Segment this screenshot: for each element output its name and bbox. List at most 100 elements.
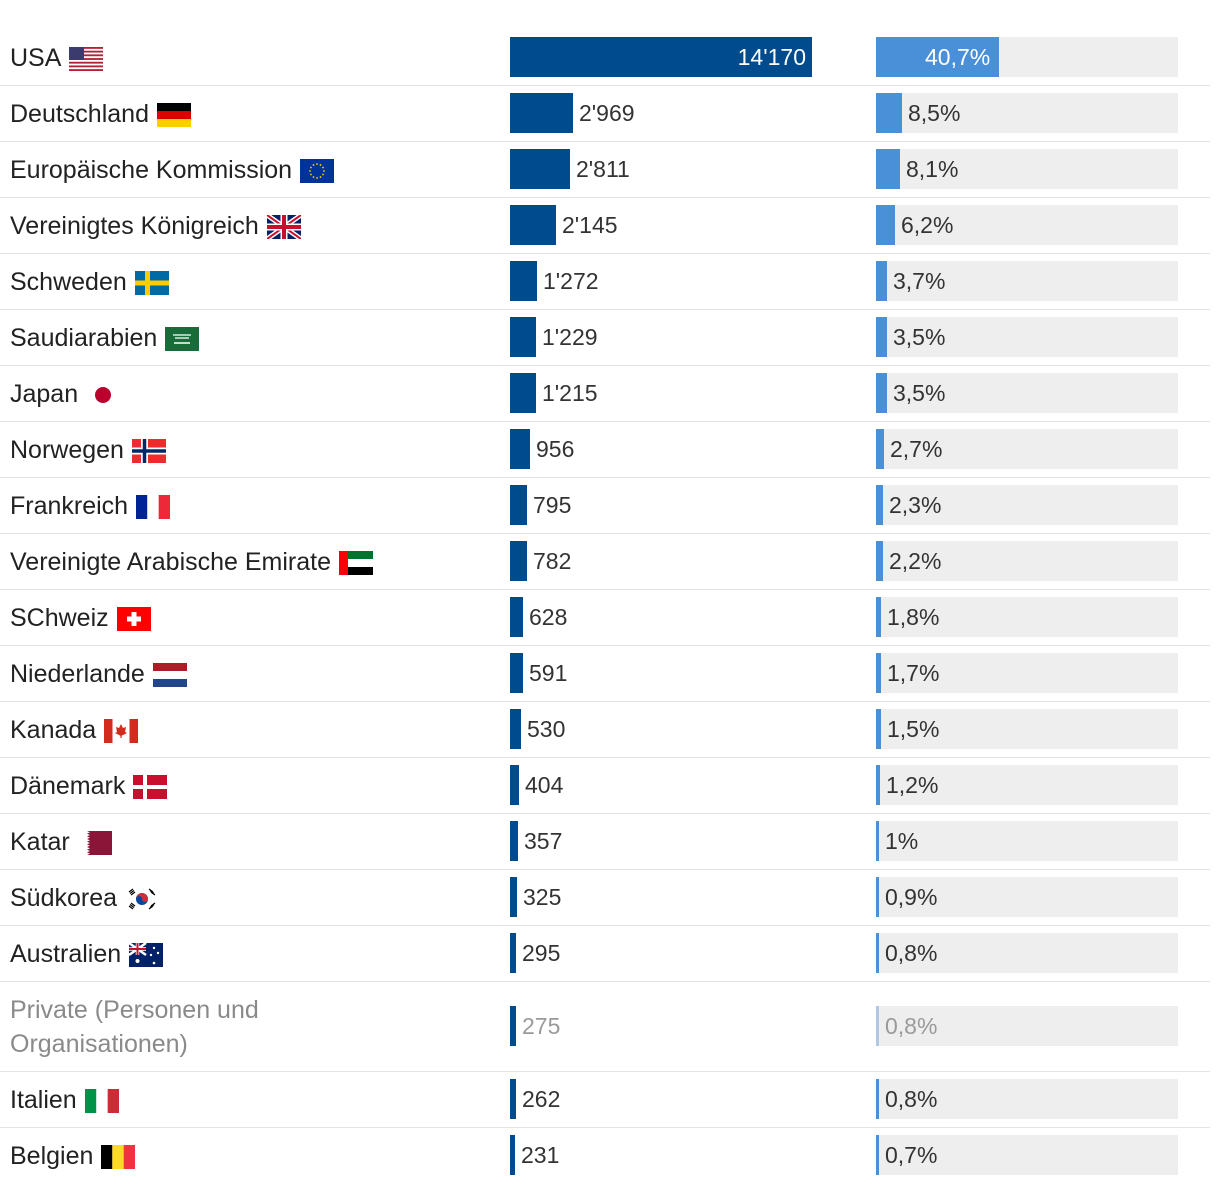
flag-ch-icon — [116, 606, 151, 631]
value-bar — [510, 877, 517, 917]
value-bar — [510, 765, 519, 805]
row-label: Deutschland — [10, 86, 480, 142]
share-bar — [876, 1006, 879, 1046]
share-label: 1,2% — [886, 772, 939, 798]
chart-row: Belgien 231 0,7% — [0, 1128, 1210, 1184]
chart-row: Kanada 530 1,5% — [0, 702, 1210, 758]
row-label: Belgien — [10, 1128, 480, 1184]
share-track — [876, 877, 1178, 917]
share-bar — [876, 653, 881, 693]
share-label: 2,3% — [889, 492, 942, 518]
share-track — [876, 261, 1178, 301]
share-bar — [876, 1079, 879, 1119]
country-name: Italien — [10, 1086, 77, 1114]
chart-row: Dänemark 404 1,2% — [0, 758, 1210, 814]
value-bar — [510, 821, 518, 861]
value-label: 1'229 — [542, 324, 598, 350]
share-bar — [876, 93, 902, 133]
value-bar — [510, 1006, 516, 1046]
flag-us-icon — [69, 46, 104, 71]
chart-row: Australien 295 0,8% — [0, 926, 1210, 982]
value-bar — [510, 317, 536, 357]
row-label: Italien — [10, 1072, 480, 1128]
chart-row: SChweiz 628 1,8% — [0, 590, 1210, 646]
value-label: 2'969 — [579, 100, 635, 126]
country-name: Frankreich — [10, 492, 129, 520]
country-name: SChweiz — [10, 604, 109, 632]
country-name: Dänemark — [10, 772, 126, 800]
value-bar — [510, 485, 527, 525]
row-label: Private (Personen und Organisationen) — [10, 982, 480, 1072]
flag-dk-icon — [133, 774, 168, 799]
share-track — [876, 709, 1178, 749]
row-label: Vereinigtes Königreich — [10, 198, 480, 254]
flag-kr-icon — [125, 886, 160, 911]
chart-row: Vereinigtes Königreich 2'145 6,2% — [0, 198, 1210, 254]
value-label: 2'811 — [576, 156, 630, 182]
share-label: 3,5% — [893, 324, 946, 350]
share-track — [876, 205, 1178, 245]
value-label: 530 — [527, 716, 566, 742]
country-name: Südkorea — [10, 884, 118, 912]
value-bar — [510, 149, 570, 189]
value-bar — [510, 93, 573, 133]
flag-qa-icon — [77, 830, 112, 855]
flag-ca-icon — [104, 718, 139, 743]
row-label: Europäische Kommission — [10, 142, 480, 198]
chart-row: Japan 1'215 3,5% — [0, 366, 1210, 422]
country-name: Europäische Kommission — [10, 156, 293, 184]
chart-row: Europäische Kommission 2'811 8,1% — [0, 142, 1210, 198]
value-label: 1'272 — [543, 268, 599, 294]
country-name: Vereinigte Arabische Emirate — [10, 548, 332, 576]
share-bar — [876, 37, 999, 77]
value-label: 591 — [529, 660, 568, 686]
value-label: 782 — [533, 548, 572, 574]
value-label: 956 — [536, 436, 575, 462]
value-bar — [510, 709, 521, 749]
value-label: 2'145 — [562, 212, 618, 238]
share-bar — [876, 261, 887, 301]
value-label: 275 — [522, 1013, 561, 1039]
flag-se-icon — [134, 270, 169, 295]
row-label: Dänemark — [10, 758, 480, 814]
share-track — [876, 765, 1178, 805]
share-label: 3,5% — [893, 380, 946, 406]
country-name: Kanada — [10, 716, 97, 744]
share-track — [876, 821, 1178, 861]
row-label: Japan — [10, 366, 480, 422]
share-track — [876, 373, 1178, 413]
share-bar — [876, 821, 879, 861]
share-bar — [876, 597, 881, 637]
country-name: Niederlande — [10, 660, 145, 688]
share-track — [876, 1079, 1178, 1119]
share-label: 1% — [885, 828, 919, 854]
flag-no-icon — [131, 438, 166, 463]
flag-sa-icon — [165, 326, 200, 351]
country-name: Saudiarabien — [10, 324, 158, 352]
country-name: Katar — [10, 828, 70, 856]
share-label: 0,8% — [885, 1086, 938, 1112]
share-label: 40,7% — [925, 44, 991, 70]
country-name: Norwegen — [10, 436, 124, 464]
share-label: 2,2% — [889, 548, 942, 574]
share-track — [876, 1135, 1178, 1175]
row-label: Kanada — [10, 702, 480, 758]
share-label: 1,5% — [887, 716, 940, 742]
value-bar — [510, 429, 530, 469]
value-bar — [510, 1135, 515, 1175]
value-label: 404 — [525, 772, 564, 798]
country-name: Vereinigtes Königreich — [10, 212, 259, 240]
chart-row: Italien 262 0,8% — [0, 1072, 1210, 1128]
flag-eu-icon — [300, 158, 335, 183]
flag-ae-icon — [339, 550, 374, 575]
share-bar — [876, 485, 883, 525]
value-label: 325 — [523, 884, 562, 910]
flag-nl-icon — [152, 662, 187, 687]
value-bar — [510, 597, 523, 637]
country-name: Belgien — [10, 1142, 94, 1170]
share-label: 8,5% — [908, 100, 961, 126]
share-label: 8,1% — [906, 156, 959, 182]
row-label: Australien — [10, 926, 480, 982]
share-track — [876, 429, 1178, 469]
